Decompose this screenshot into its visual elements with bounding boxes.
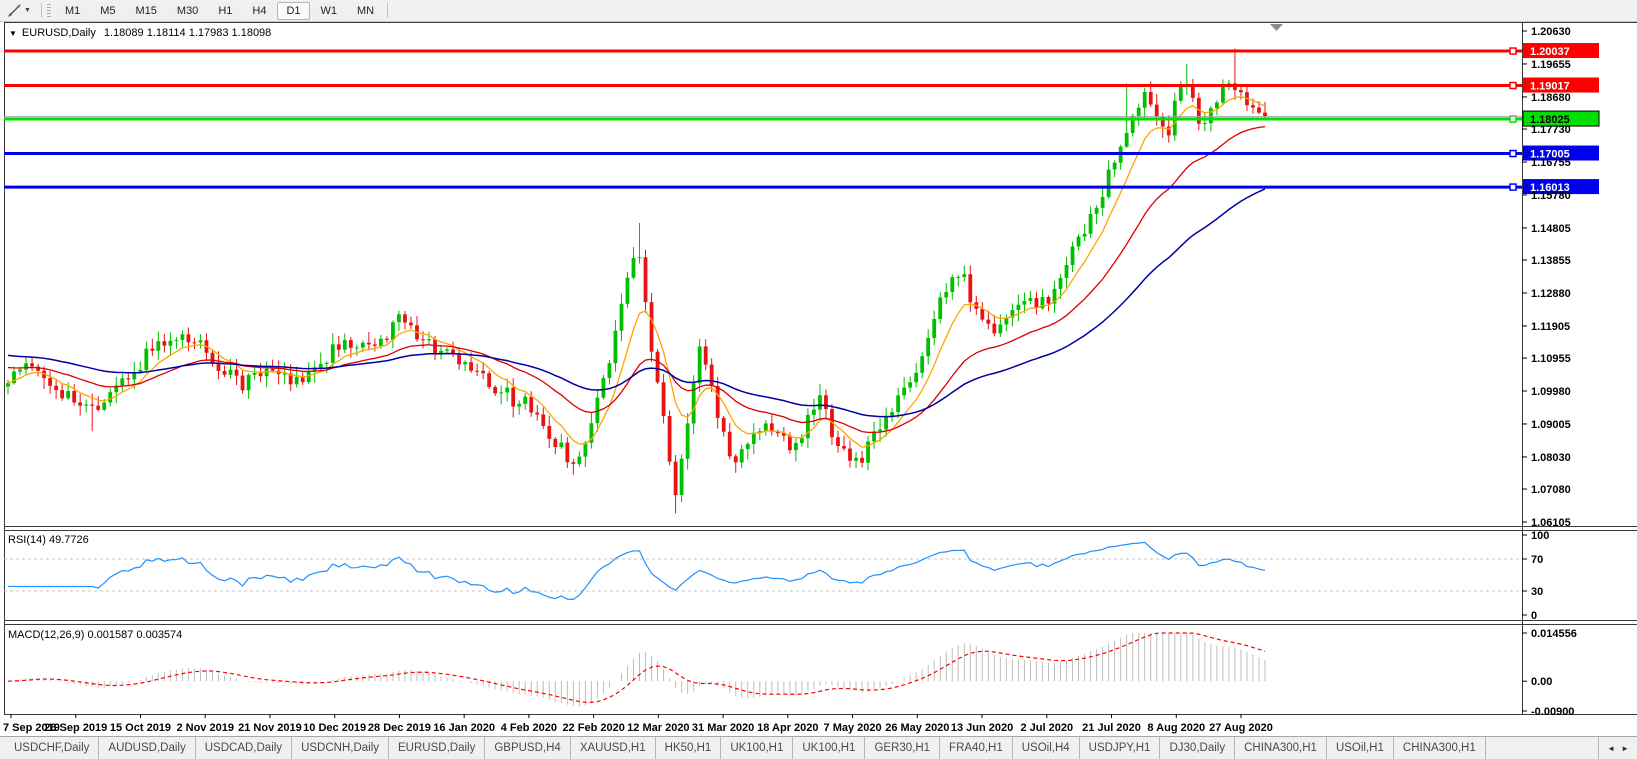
date-tick-label: 15 Oct 2019 — [110, 722, 171, 734]
svg-text:1.16755: 1.16755 — [1531, 157, 1571, 169]
macd-indicator-label: MACD(12,26,9) 0.001587 0.003574 — [8, 629, 183, 641]
toolbar-separator — [387, 3, 389, 18]
svg-text:1.18025: 1.18025 — [1530, 114, 1570, 126]
timeframe-h1-button[interactable]: H1 — [209, 1, 242, 20]
tabs-scroll-left-button[interactable]: ◄ — [1607, 743, 1616, 753]
timeframe-m5-button[interactable]: M5 — [91, 1, 125, 20]
tab-gbpusd-h4[interactable]: GBPUSD,H4 — [485, 737, 571, 759]
svg-text:100: 100 — [1531, 530, 1549, 542]
symbol-name: EURUSD,Daily — [21, 27, 96, 39]
tab-dj30-daily[interactable]: DJ30,Daily — [1160, 737, 1236, 759]
date-tick-label: 8 Aug 2020 — [1147, 722, 1205, 734]
timeframe-m15-button[interactable]: M15 — [126, 1, 166, 20]
svg-text:1.17730: 1.17730 — [1531, 124, 1571, 136]
date-tick-label: 21 Nov 2019 — [238, 722, 302, 734]
tab-uk100-h1-2[interactable]: UK100,H1 — [793, 737, 866, 759]
svg-text:1.17005: 1.17005 — [1530, 149, 1570, 161]
tab-eurusd-daily[interactable]: EURUSD,Daily — [389, 737, 486, 759]
toolbar-grip[interactable] — [46, 3, 51, 18]
date-tick-label: 28 Dec 2019 — [368, 722, 431, 734]
tab-china300-h1-2[interactable]: CHINA300,H1 — [1394, 737, 1486, 759]
date-tick-label: 16 Jan 2020 — [433, 722, 495, 734]
svg-text:1.09005: 1.09005 — [1531, 419, 1571, 431]
svg-text:0.014556: 0.014556 — [1531, 628, 1577, 640]
date-tick-label: 12 Mar 2020 — [627, 722, 689, 734]
date-tick-label: 26 Sep 2019 — [44, 722, 107, 734]
tab-usdchf-daily[interactable]: USDCHF,Daily — [0, 737, 100, 759]
date-tick-label: 26 May 2020 — [885, 722, 949, 734]
svg-text:1.08030: 1.08030 — [1531, 452, 1571, 464]
date-tick-label: 22 Feb 2020 — [562, 722, 624, 734]
timeframe-mn-button[interactable]: MN — [348, 1, 384, 20]
timeframe-d1-button[interactable]: D1 — [277, 1, 310, 20]
price-chart-canvas[interactable]: 1.20037 1.19017 1.18025 1.17005 1.16013 1.206… — [0, 0, 1637, 737]
date-tick-label: 18 Apr 2020 — [757, 722, 818, 734]
chevron-down-icon[interactable]: ▼ — [24, 7, 31, 14]
date-tick-label: 27 Aug 2020 — [1209, 722, 1273, 734]
svg-text:1.11905: 1.11905 — [1531, 321, 1570, 333]
svg-text:1.20630: 1.20630 — [1531, 26, 1571, 38]
timeframe-m1-button[interactable]: M1 — [55, 1, 90, 20]
date-tick-label: 31 Mar 2020 — [692, 722, 754, 734]
date-tick-label: 7 May 2020 — [824, 722, 882, 734]
svg-text:1.12880: 1.12880 — [1531, 288, 1571, 300]
tab-china300-h1[interactable]: CHINA300,H1 — [1235, 737, 1327, 759]
chart-shift-marker[interactable] — [1270, 24, 1283, 31]
svg-text:0.00: 0.00 — [1531, 676, 1552, 688]
svg-text:1.15780: 1.15780 — [1531, 190, 1571, 202]
tab-usoil-h1[interactable]: USOil,H1 — [1327, 737, 1394, 759]
svg-text:1.07080: 1.07080 — [1531, 484, 1571, 496]
date-tick-label: 2 Nov 2019 — [176, 722, 233, 734]
chart-tabs: USDCHF,Daily AUDUSD,Daily USDCAD,Daily U… — [0, 736, 1637, 759]
svg-text:30: 30 — [1531, 586, 1543, 598]
toolbar-separator — [40, 3, 42, 18]
date-tick-label: 7 Sep 2019 — [3, 722, 60, 734]
symbol-dropdown-icon[interactable]: ▼ — [9, 29, 17, 38]
svg-text:1.06105: 1.06105 — [1531, 517, 1571, 529]
svg-text:1.09980: 1.09980 — [1531, 386, 1571, 398]
svg-text:1.19017: 1.19017 — [1530, 81, 1570, 93]
svg-text:1.18680: 1.18680 — [1531, 92, 1571, 104]
tab-ger30-h1[interactable]: GER30,H1 — [865, 737, 941, 759]
tab-xauusd-h1[interactable]: XAUUSD,H1 — [571, 737, 656, 759]
svg-text:1.16013: 1.16013 — [1530, 182, 1570, 194]
timeframe-w1-button[interactable]: W1 — [311, 1, 346, 20]
tab-audusd-daily[interactable]: AUDUSD,Daily — [99, 737, 196, 759]
tab-usdcnh-daily[interactable]: USDCNH,Daily — [292, 737, 390, 759]
date-tick-label: 21 Jul 2020 — [1082, 722, 1141, 734]
tab-usdjpy-h1[interactable]: USDJPY,H1 — [1080, 737, 1161, 759]
tab-scroll-buttons: ◄ ► — [1598, 737, 1637, 759]
svg-text:1.19655: 1.19655 — [1531, 59, 1571, 71]
svg-text:-0.00900: -0.00900 — [1531, 706, 1574, 718]
toolbar: ▼ M1 M5 M15 M30 H1 H4 D1 W1 MN — [0, 0, 1637, 22]
date-tick-label: 2 Jul 2020 — [1020, 722, 1073, 734]
svg-text:1.13855: 1.13855 — [1531, 255, 1571, 267]
chart-title[interactable]: ▼ EURUSD,Daily 1.18089 1.18114 1.17983 1.1… — [9, 27, 271, 39]
date-tick-label: 4 Feb 2020 — [501, 722, 557, 734]
date-tick-label: 10 Dec 2019 — [303, 722, 366, 734]
svg-text:1.10955: 1.10955 — [1531, 353, 1571, 365]
timeframe-m30-button[interactable]: M30 — [167, 1, 208, 20]
date-tick-label: 13 Jun 2020 — [951, 722, 1013, 734]
svg-text:70: 70 — [1531, 554, 1543, 566]
svg-text:1.14805: 1.14805 — [1531, 223, 1571, 235]
tab-usdcad-daily[interactable]: USDCAD,Daily — [196, 737, 293, 759]
svg-text:0: 0 — [1531, 610, 1537, 622]
rsi-indicator-label: RSI(14) 49.7726 — [8, 534, 89, 546]
line-studies-button[interactable]: ▼ — [4, 2, 34, 19]
svg-text:1.20037: 1.20037 — [1530, 46, 1570, 58]
tab-fra40-h1[interactable]: FRA40,H1 — [940, 737, 1013, 759]
tabs-scroll-right-button[interactable]: ► — [1621, 743, 1629, 753]
trendline-icon — [8, 4, 21, 17]
tab-usoil-h4[interactable]: USOil,H4 — [1013, 737, 1080, 759]
tab-uk100-h1[interactable]: UK100,H1 — [721, 737, 794, 759]
timeframe-h4-button[interactable]: H4 — [243, 1, 276, 20]
ohlc-values: 1.18089 1.18114 1.17983 1.18098 — [103, 27, 272, 39]
tab-hk50-h1[interactable]: HK50,H1 — [656, 737, 722, 759]
